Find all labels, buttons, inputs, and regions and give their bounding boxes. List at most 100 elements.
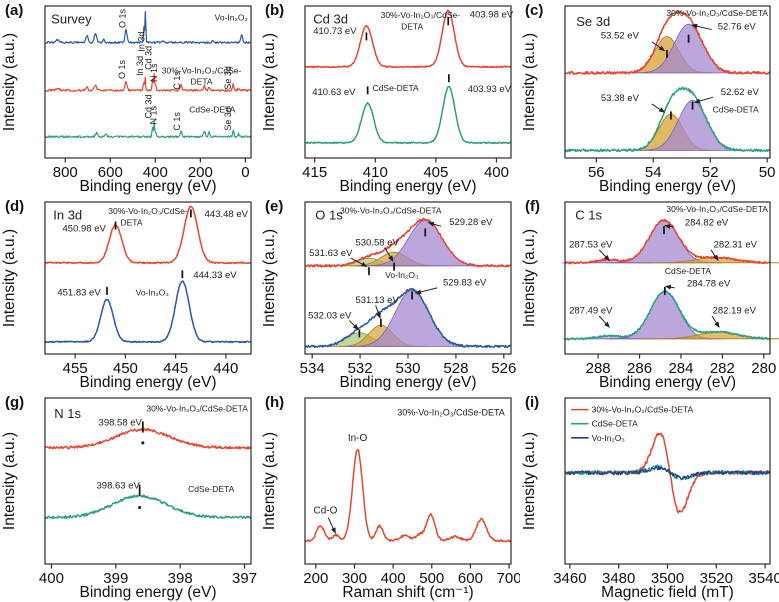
panel-c: (c) 56 54 52 50 Binding energy (eV) Intensity… (520, 0, 779, 196)
panel-b: (b) 415 410 405 400 Binding energy (eV) Inten… (260, 0, 520, 196)
annotation-text: 531.13 eV (355, 295, 399, 306)
annotation-text: Cd 3d (144, 94, 154, 118)
x-tick-label: 450 (113, 360, 138, 377)
annotation-text: 398.58 eV (99, 417, 143, 428)
annotation-text: C 1s (172, 112, 182, 131)
annotation-text: 451.83 eV (57, 287, 101, 298)
annotation-text: Vo-In₂O₃ (385, 270, 418, 280)
x-tick-label: 3540 (748, 570, 779, 587)
annotation-arrow (694, 96, 714, 104)
panel-i-plot: 3460 3480 3500 3520 3540 Magnetic field (mT) I… (521, 397, 779, 601)
plot-frame (564, 201, 771, 355)
panel-a-plot: 800 600 400 200 0 Binding energy (eV) Intensit… (1, 5, 252, 195)
panel-g: (g) 400 399 398 397 Binding energy (eV) Inten… (0, 392, 260, 602)
annotation-arrow (651, 103, 666, 113)
x-tick-label: 410 (363, 164, 388, 181)
panel-e-letter: (e) (265, 198, 284, 215)
annotation-text: 30%-Vo-In₂O₃/CdSe-DETA (146, 403, 248, 413)
annotation-text: Cd-O (314, 505, 338, 516)
annotation-arrow (598, 249, 610, 261)
x-tick-label: 286 (627, 360, 652, 377)
x-axis-label: Binding energy (eV) (80, 178, 217, 195)
x-tick-label: 50 (759, 164, 776, 181)
plot-frame (44, 201, 252, 355)
annotation-text: CdSe-DETA (665, 266, 711, 276)
panel-d: (d) 455 450 445 440 Binding energy (eV) Inten… (0, 196, 260, 392)
y-axis-label: Intensity (a.u.) (1, 229, 18, 327)
trace-1 (564, 290, 771, 341)
x-axis-label: Binding energy (eV) (80, 584, 217, 601)
legend-label: Vo-In₂O₃ (592, 433, 625, 443)
trace-2 (564, 465, 771, 480)
annotation-text: 444.33 eV (193, 270, 237, 281)
panel-g-plot: 400 399 398 397 Binding energy (eV) Intensity… (1, 397, 257, 601)
annotation-text: 30%-Vo-In₂O₃/CdSe- (108, 206, 188, 216)
x-tick-label: 405 (423, 164, 448, 181)
trace-1 (44, 494, 252, 520)
x-axis-label: Binding energy (eV) (80, 374, 217, 391)
trace-2 (44, 120, 252, 139)
y-axis-label: Intensity (a.u.) (1, 432, 18, 530)
y-axis-label: Intensity (a.u.) (521, 229, 538, 327)
x-tick-label: 56 (588, 164, 605, 181)
annotation-text: 443.48 eV (205, 209, 249, 220)
annotation-arrow (375, 305, 381, 319)
panel-b-letter: (b) (265, 2, 285, 19)
annotation-text: 284.78 eV (687, 278, 731, 289)
plot-frame (304, 397, 512, 565)
x-tick-label: 445 (163, 360, 188, 377)
y-axis-label: Intensity (a.u.) (1, 33, 18, 131)
annotation-text: 30%-Vo-In₂O₃/CdSe-DETA (666, 8, 768, 18)
x-tick-label: 397 (232, 570, 257, 587)
annotation-text: 30%-Vo-In₂O₃/CdSe-DETA (397, 407, 505, 417)
trace-0 (44, 205, 252, 265)
panel-title: O 1s (315, 207, 343, 222)
trace-1 (304, 85, 512, 145)
y-axis-label: Intensity (a.u.) (261, 229, 278, 327)
annotation-arrow (384, 247, 394, 262)
annotation-text: 284.82 eV (685, 218, 729, 229)
annotation-text: 398.63 eV (97, 480, 141, 491)
annotation-text: Se 3d (223, 66, 233, 90)
x-tick-label: 200 (188, 164, 213, 181)
panel-i: (i) 3460 3480 3500 3520 3540 Magnetic field (… (520, 392, 779, 602)
annotation-text: In 3d (136, 32, 146, 52)
x-tick-label: 415 (302, 164, 327, 181)
annotation-text: 30%-Vo-In₂O₃/CdSe- (381, 10, 461, 20)
panel-h-letter: (h) (265, 394, 285, 411)
x-tick-label: 800 (53, 164, 78, 181)
trace-0 (304, 217, 512, 268)
annotation-arrow (598, 315, 610, 328)
x-tick-label: 0 (241, 164, 249, 181)
plot-frame (44, 5, 252, 159)
panel-title: C 1s (575, 207, 602, 222)
annotation-text: 52.76 eV (718, 22, 757, 33)
annotation-text: 403.98 eV (470, 9, 514, 20)
annotation-text: CdSe-DETA (188, 484, 234, 494)
annotation-text: CdSe-DETA (373, 83, 419, 93)
annotation-text: 403.93 eV (468, 84, 512, 95)
annotation-text: In-O (348, 433, 368, 444)
annotation-text: 529.28 eV (449, 217, 493, 228)
annotation-text: DETA (191, 76, 213, 86)
plot-frame (304, 5, 512, 159)
annotation-text: 52.62 eV (721, 87, 760, 98)
annotation-arrow (348, 320, 359, 331)
x-tick-label: 532 (348, 360, 373, 377)
x-axis-label: Raman shift (cm⁻¹) (342, 584, 473, 601)
legend-label: CdSe-DETA (592, 419, 638, 429)
annotation-text: 30%-Vo-In₂O₃/CdSe- (162, 66, 242, 76)
plot-frame (44, 397, 252, 565)
x-tick-label: 3520 (700, 570, 733, 587)
panel-title: Cd 3d (313, 11, 348, 26)
annotation-arrow (415, 287, 438, 295)
annotation-arrow (691, 23, 712, 31)
annotation-text: N 1s (148, 106, 158, 125)
annotation-arrow (427, 221, 442, 227)
x-tick-label: 3460 (553, 570, 586, 587)
annotation-text: DETA (120, 218, 142, 228)
x-axis-label: Binding energy (eV) (599, 178, 736, 195)
panel-d-letter: (d) (5, 198, 25, 215)
x-axis-label: Binding energy (eV) (340, 178, 477, 195)
